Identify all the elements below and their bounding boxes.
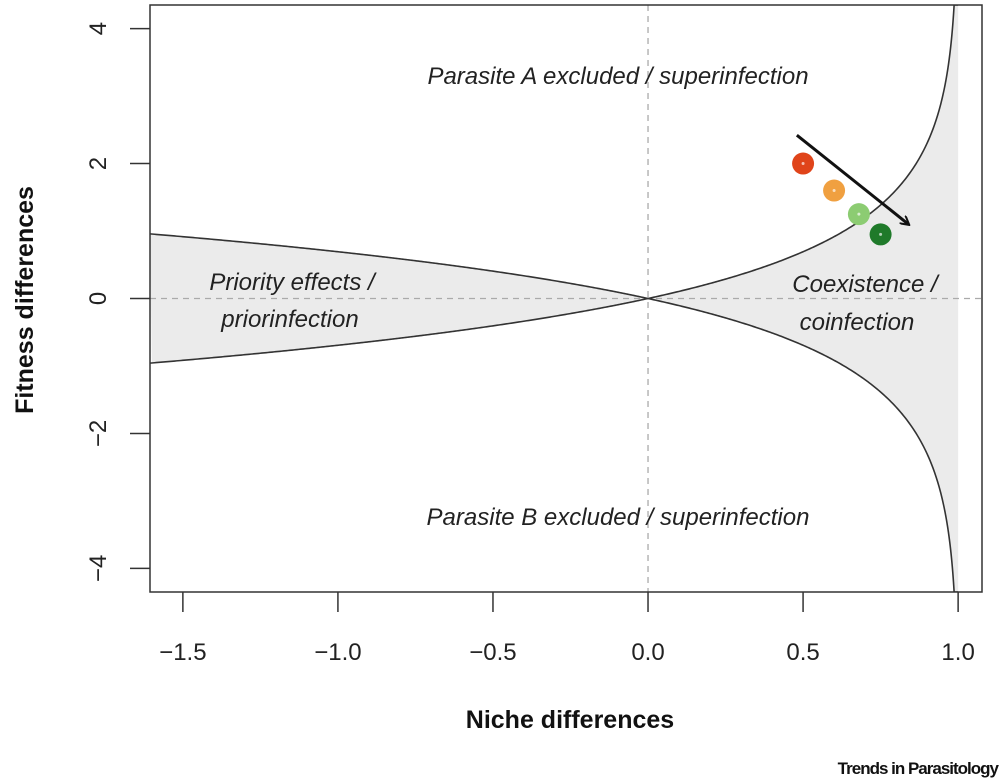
y-tick-label: 2 bbox=[85, 157, 112, 170]
y-tick-label: −2 bbox=[85, 420, 112, 447]
y-tick-label: −4 bbox=[85, 555, 112, 582]
data-point-highlight-2 bbox=[832, 189, 836, 193]
upper-boundary-curve bbox=[150, 5, 958, 364]
lower-boundary-curve bbox=[150, 233, 958, 592]
region-label-parasite-b: Parasite B excluded / superinfection bbox=[427, 504, 810, 531]
y-tick-label: 0 bbox=[85, 292, 112, 305]
shaded-region-priority bbox=[150, 233, 649, 363]
region-label-parasite-a: Parasite A excluded / superinfection bbox=[427, 63, 808, 90]
trend-arrow bbox=[795, 134, 909, 224]
x-tick-label: −1.0 bbox=[314, 639, 361, 666]
x-tick-label: 1.0 bbox=[941, 639, 974, 666]
plot-area bbox=[150, 5, 982, 592]
x-tick-label: −0.5 bbox=[469, 639, 516, 666]
x-tick-label: −1.5 bbox=[159, 639, 206, 666]
data-point-highlight-3 bbox=[857, 212, 861, 216]
region-label-coexistence-line1: Coexistence / bbox=[792, 271, 940, 298]
region-label-priority-line1: Priority effects / bbox=[209, 269, 377, 296]
x-tick-label: 0.5 bbox=[786, 639, 819, 666]
y-tick-label: 4 bbox=[85, 22, 112, 35]
region-label-coexistence-line2: coinfection bbox=[800, 309, 915, 336]
x-axis-label: Niche differences bbox=[466, 706, 674, 734]
axes: −1.5 −1.0 −0.5 0.0 0.5 1.0 −4 −2 0 2 4 bbox=[85, 22, 975, 666]
region-label-priority-line2: priorinfection bbox=[220, 306, 358, 333]
data-point-highlight-1 bbox=[801, 162, 805, 166]
x-tick-label: 0.0 bbox=[631, 639, 664, 666]
y-axis-label: Fitness differences bbox=[11, 186, 39, 414]
data-point-highlight-4 bbox=[879, 232, 883, 236]
journal-credit: Trends in Parasitology bbox=[838, 759, 1000, 778]
